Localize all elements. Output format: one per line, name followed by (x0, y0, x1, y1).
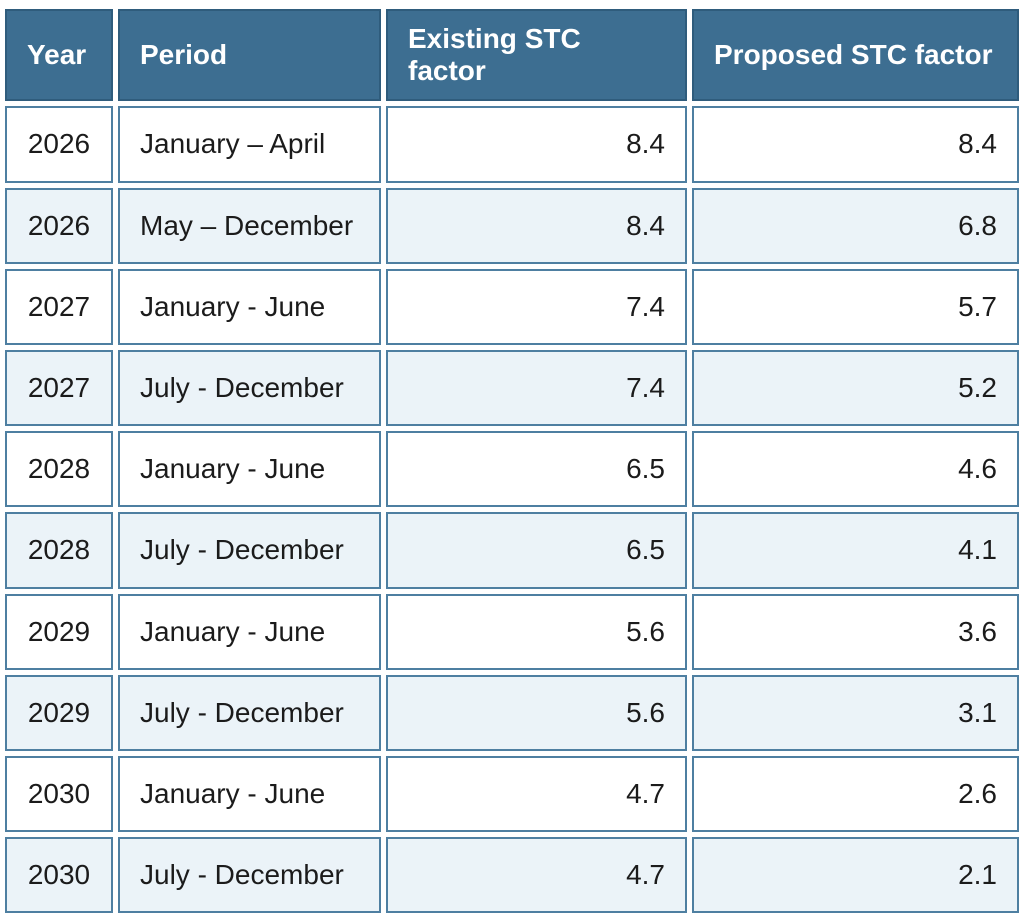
existing-factor-cell: 8.4 (386, 187, 687, 264)
col-header-period: Period (118, 9, 381, 102)
proposed-factor-cell: 3.6 (692, 593, 1019, 670)
col-header-year: Year (5, 9, 113, 102)
table-body: 2026 January – April 8.4 8.4 2026 May – … (5, 106, 1019, 914)
period-cell: July - December (118, 349, 381, 427)
year-cell: 2028 (5, 512, 113, 589)
proposed-factor-cell: 4.6 (692, 431, 1019, 508)
period-cell: January - June (118, 593, 381, 670)
table-row: 2026 May – December 8.4 6.8 (5, 187, 1019, 264)
proposed-factor-cell: 2.6 (692, 755, 1019, 833)
year-cell: 2026 (5, 106, 113, 183)
proposed-factor-cell: 5.7 (692, 268, 1019, 345)
period-cell: January – April (118, 106, 381, 183)
table-header: Year Period Existing STC factor Proposed… (5, 9, 1019, 102)
table-row: 2030 July - December 4.7 2.1 (5, 837, 1019, 914)
table-row: 2027 January - June 7.4 5.7 (5, 268, 1019, 345)
existing-factor-cell: 4.7 (386, 755, 687, 833)
existing-factor-cell: 6.5 (386, 431, 687, 508)
period-cell: May – December (118, 187, 381, 264)
year-cell: 2029 (5, 674, 113, 751)
year-cell: 2030 (5, 837, 113, 914)
table-row: 2028 January - June 6.5 4.6 (5, 431, 1019, 508)
proposed-factor-cell: 5.2 (692, 349, 1019, 427)
existing-factor-cell: 7.4 (386, 268, 687, 345)
existing-factor-cell: 4.7 (386, 837, 687, 914)
period-cell: January - June (118, 431, 381, 508)
existing-factor-cell: 7.4 (386, 349, 687, 427)
proposed-factor-cell: 2.1 (692, 837, 1019, 914)
year-cell: 2030 (5, 755, 113, 833)
existing-factor-cell: 6.5 (386, 512, 687, 589)
period-cell: January - June (118, 755, 381, 833)
table-row: 2029 July - December 5.6 3.1 (5, 674, 1019, 751)
year-cell: 2026 (5, 187, 113, 264)
existing-factor-cell: 5.6 (386, 674, 687, 751)
year-cell: 2029 (5, 593, 113, 670)
header-row: Year Period Existing STC factor Proposed… (5, 9, 1019, 102)
table-row: 2030 January - June 4.7 2.6 (5, 755, 1019, 833)
year-cell: 2027 (5, 268, 113, 345)
period-cell: July - December (118, 512, 381, 589)
table-row: 2028 July - December 6.5 4.1 (5, 512, 1019, 589)
year-cell: 2027 (5, 349, 113, 427)
proposed-factor-cell: 8.4 (692, 106, 1019, 183)
table-row: 2029 January - June 5.6 3.6 (5, 593, 1019, 670)
table-row: 2026 January – April 8.4 8.4 (5, 106, 1019, 183)
year-cell: 2028 (5, 431, 113, 508)
col-header-existing-stc-factor: Existing STC factor (386, 9, 687, 102)
col-header-proposed-stc-factor: Proposed STC factor (692, 9, 1019, 102)
proposed-factor-cell: 3.1 (692, 674, 1019, 751)
period-cell: July - December (118, 837, 381, 914)
proposed-factor-cell: 6.8 (692, 187, 1019, 264)
table-row: 2027 July - December 7.4 5.2 (5, 349, 1019, 427)
period-cell: January - June (118, 268, 381, 345)
proposed-factor-cell: 4.1 (692, 512, 1019, 589)
stc-factor-table: Year Period Existing STC factor Proposed… (0, 4, 1024, 918)
period-cell: July - December (118, 674, 381, 751)
existing-factor-cell: 8.4 (386, 106, 687, 183)
existing-factor-cell: 5.6 (386, 593, 687, 670)
